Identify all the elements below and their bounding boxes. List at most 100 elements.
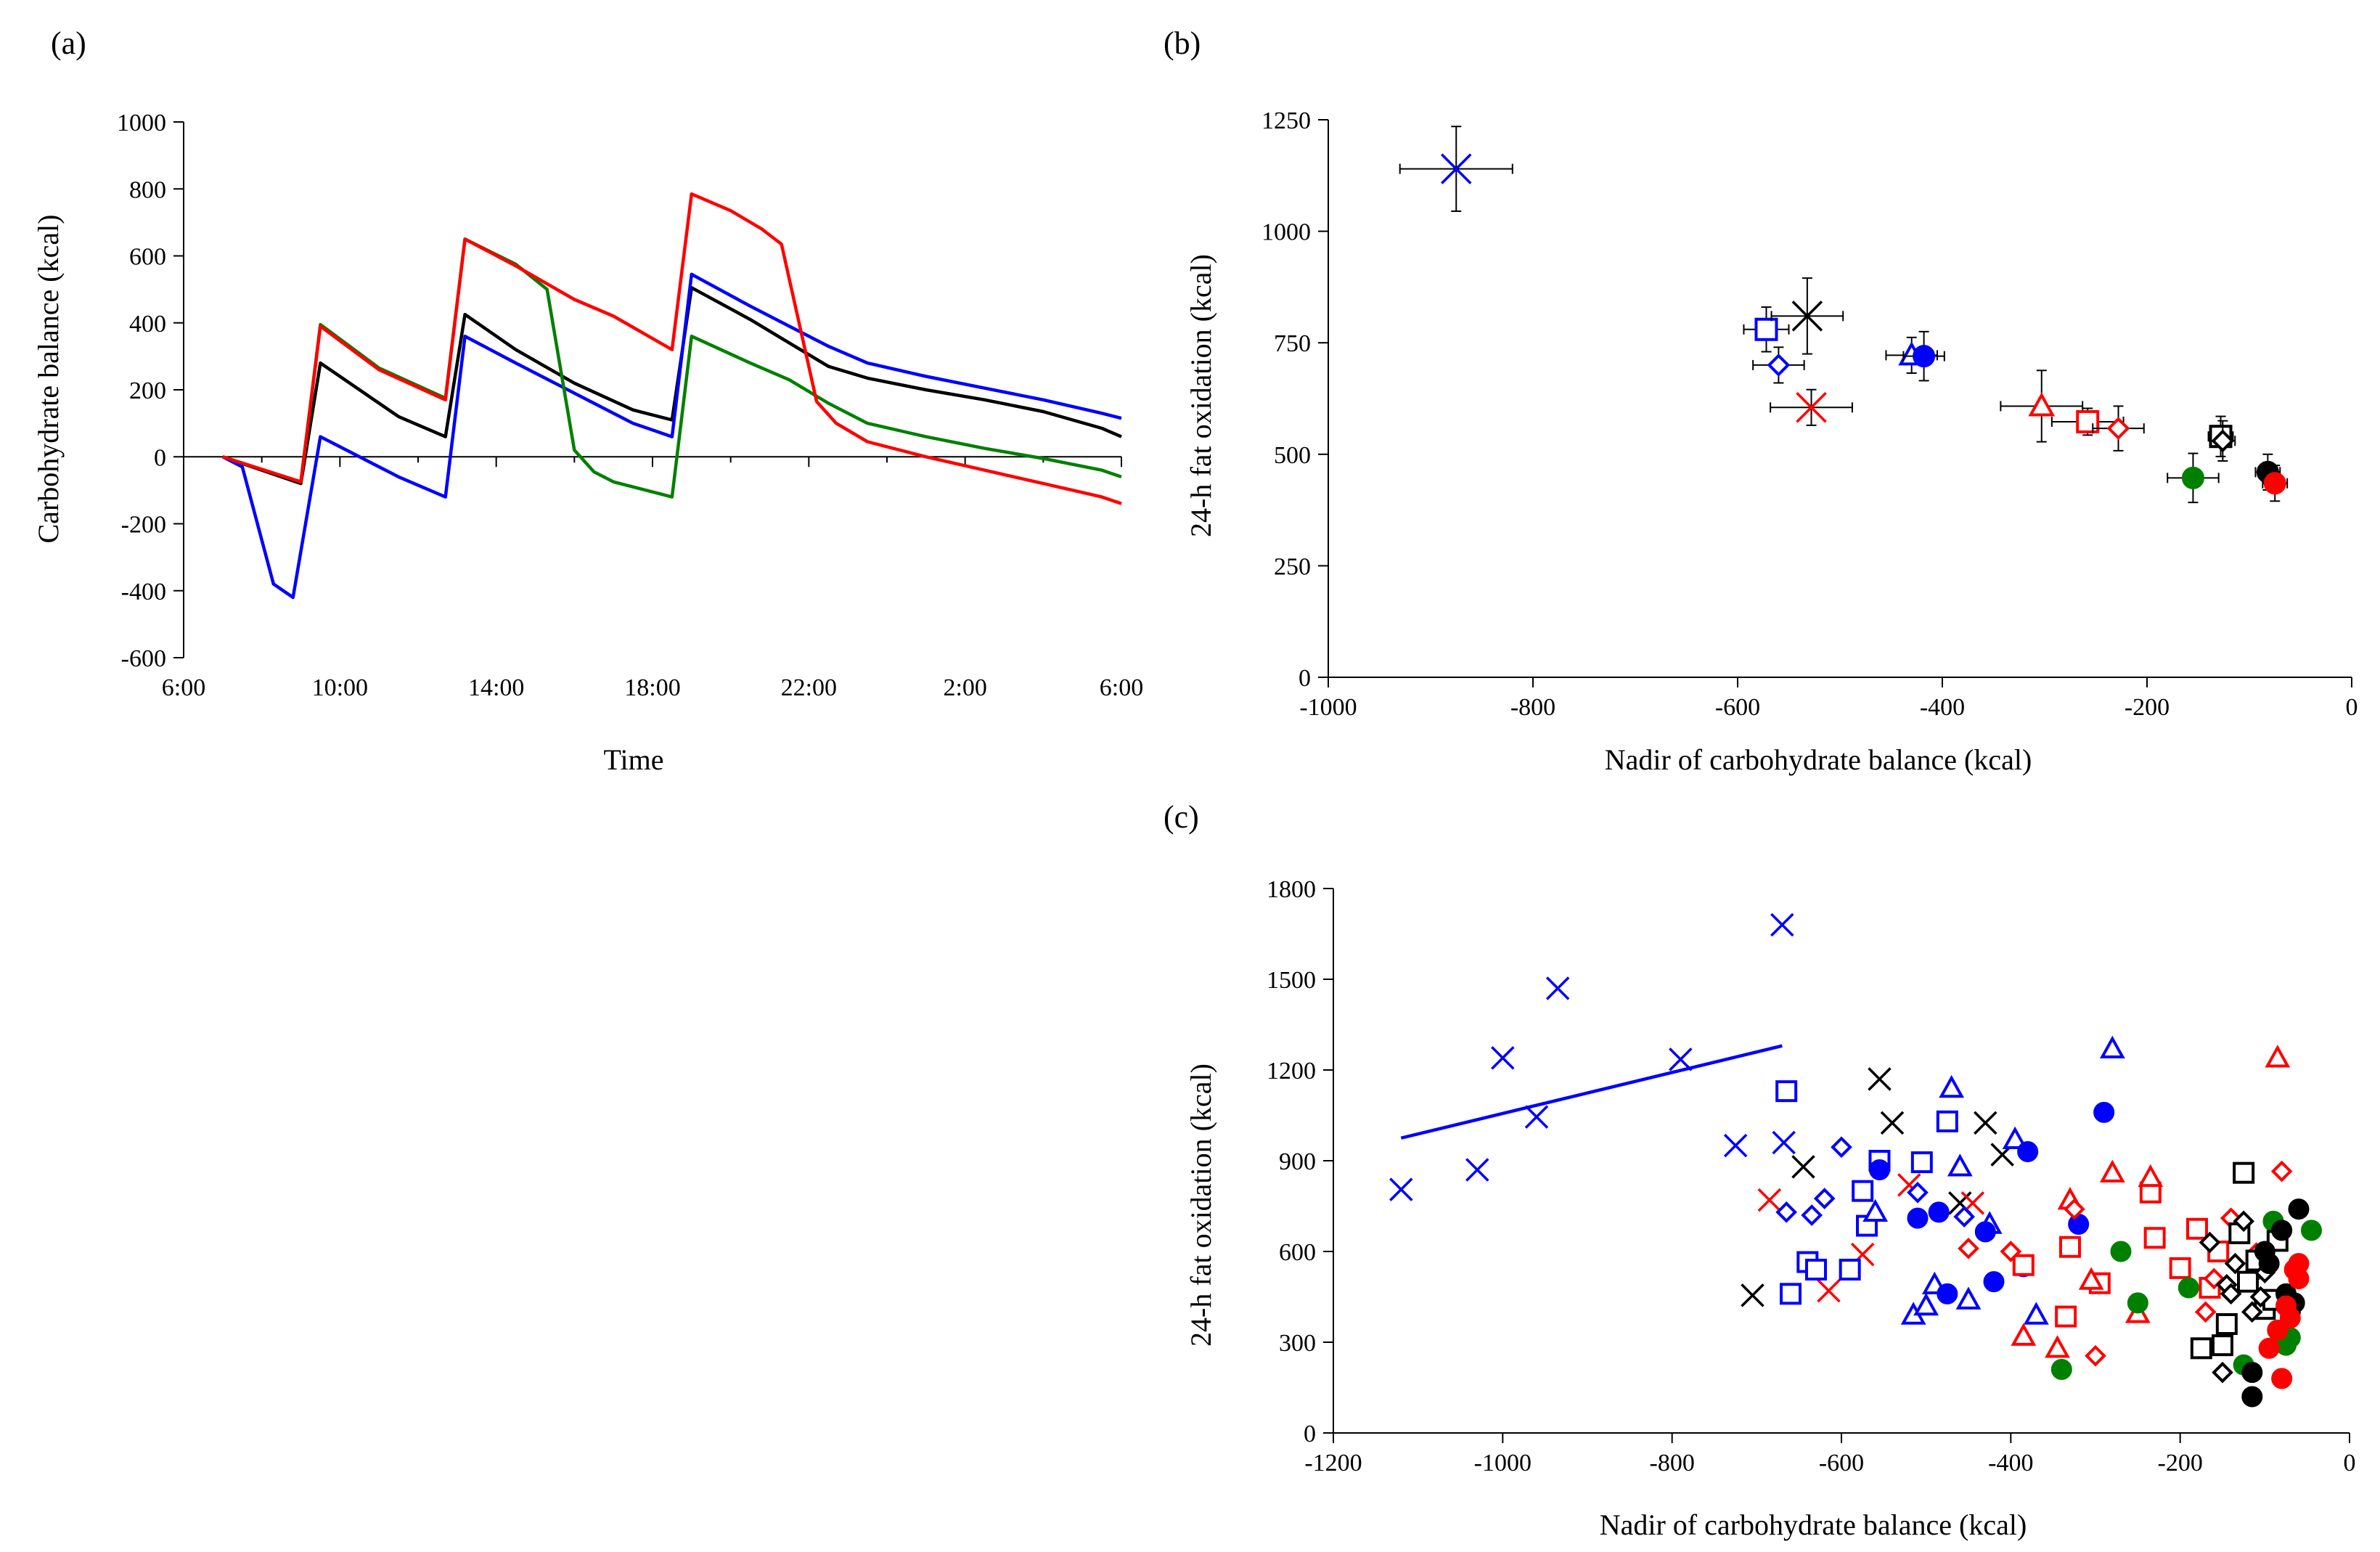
chart-c-marker-diamond	[2212, 1361, 2233, 1384]
chart-c-point-black-x	[1880, 1111, 1905, 1135]
chart-c-point-blue-triangle	[1947, 1153, 1973, 1177]
chart-c-marker-triangle	[2099, 1035, 2125, 1059]
chart-a-ytick-label: 1000	[117, 110, 166, 136]
chart-a-xtick-label: 6:00	[1100, 674, 1143, 701]
chart-c-point-blue-triangle	[1939, 1074, 1965, 1098]
chart-c-point-black-circle	[2288, 1198, 2310, 1220]
chart-c-point-red-circle	[2271, 1368, 2293, 1389]
chart-c-point-blue-x	[1491, 1046, 1515, 1070]
chart-c-marker-square	[2233, 1161, 2255, 1184]
chart-b-point-red-x	[1770, 388, 1853, 426]
chart-a-ytick-label: 200	[129, 377, 166, 404]
chart-c-marker-triangle	[2002, 1126, 2028, 1150]
chart-c-point-blue-circle	[1869, 1159, 1890, 1180]
chart-c-point-black-square	[2190, 1337, 2212, 1360]
chart-c-marker-triangle	[1947, 1153, 1973, 1177]
chart-c-point-red-diamond	[2085, 1344, 2106, 1367]
chart-c-point-black-x	[1741, 1283, 1764, 1307]
chart-c-point-blue-triangle	[2023, 1302, 2049, 1325]
panel-label-a: (a)	[51, 25, 86, 61]
chart-a-ylabel: Carbohydrate balance (kcal)	[32, 214, 65, 543]
chart-b-xlabel: Nadir of carbohydrate balance (kcal)	[1605, 743, 2032, 776]
panel-label-c: (c)	[1164, 799, 1199, 835]
chart-c-marker-x	[1545, 976, 1570, 1000]
chart-c-marker-circle	[2093, 1101, 2115, 1123]
chart-c-marker-square	[1852, 1180, 1874, 1202]
chart-b-point-red-circle	[2262, 465, 2289, 502]
chart-b-point-red-triangle	[2000, 369, 2084, 443]
chart-c-marker-diamond	[1813, 1188, 1836, 1209]
chart-c-marker-circle	[2301, 1220, 2322, 1241]
chart-a-xtick-label: 2:00	[943, 674, 986, 701]
chart-a-xtick-label: 22:00	[781, 674, 837, 701]
chart-c-point-red-square	[2055, 1305, 2077, 1328]
chart-c-marker-triangle	[1913, 1292, 1939, 1316]
chart-c-point-black-square	[2237, 1270, 2259, 1293]
chart-b-marker-diamond	[2106, 417, 2130, 440]
chart-a-ytick-label: 400	[129, 311, 166, 338]
chart-a-xtick-label: 6:00	[162, 674, 205, 701]
chart-b-xtick-label: -200	[2125, 694, 2170, 721]
chart-b-point-blue-diamond	[1752, 346, 1805, 384]
chart-c-marker-triangle	[2045, 1335, 2070, 1358]
chart-c-ytick-label: 300	[1279, 1330, 1316, 1357]
chart-b-point-black-x	[1770, 277, 1844, 355]
chart-c-marker-circle	[2050, 1359, 2072, 1380]
chart-b-ytick-label: 1250	[1261, 107, 1311, 134]
chart-c-point-black-x	[1791, 1155, 1815, 1179]
chart-a-line-green	[222, 237, 1122, 499]
chart-c-marker-circle	[1869, 1159, 1890, 1180]
chart-b-ytick-label: 250	[1274, 553, 1311, 580]
chart-c-marker-x	[1974, 1111, 1997, 1135]
chart-c-point-blue-x	[1524, 1105, 1549, 1129]
chart-b-xtick-label: -800	[1510, 694, 1555, 721]
chart-c-point-blue-diamond	[1775, 1201, 1797, 1223]
chart-c-point-blue-square	[1839, 1259, 1861, 1281]
chart-c-point-red-x	[1817, 1278, 1841, 1303]
chart-c-point-red-circle	[2258, 1337, 2280, 1359]
chart-b-point-red-square	[2050, 407, 2125, 436]
chart-c-marker-triangle	[2099, 1159, 2125, 1183]
chart-c-marker-circle	[2279, 1307, 2301, 1329]
chart-c-point-blue-triangle	[2099, 1035, 2125, 1059]
chart-c-xtick-label: -200	[2158, 1450, 2203, 1477]
chart-c-point-red-square	[2059, 1236, 2081, 1258]
chart-c-marker-circle	[2271, 1220, 2293, 1241]
chart-c-marker-triangle	[1862, 1198, 1889, 1222]
chart-c-point-black-circle	[2241, 1362, 2263, 1384]
chart-c-point-red-diamond	[2064, 1198, 2085, 1220]
chart-c-xtick-label: -1200	[1304, 1450, 1362, 1477]
chart-c-point-black-circle	[2241, 1386, 2263, 1408]
panel-label-b: (b)	[1164, 25, 1201, 61]
chart-c-marker-triangle	[1955, 1286, 1982, 1310]
chart-c-marker-x	[1465, 1158, 1489, 1182]
chart-c-xtick-label: -400	[1988, 1450, 2033, 1477]
chart-c-marker-square	[1910, 1151, 1933, 1174]
chart-b-ytick-label: 750	[1274, 330, 1311, 357]
chart-a-ytick-label: 600	[129, 244, 166, 271]
chart-c-point-red-diamond	[2194, 1301, 2217, 1323]
chart-a-ytick-label: 0	[154, 444, 166, 471]
chart-b-marker-triangle	[2028, 392, 2056, 417]
chart-c-marker-circle	[1974, 1221, 1996, 1243]
chart-c-marker-square	[2215, 1313, 2238, 1335]
chart-b-marker-diamond	[1767, 354, 1791, 377]
chart-b-point-red-diamond	[2092, 405, 2145, 452]
chart-c-point-blue-diamond	[1953, 1206, 1975, 1228]
chart-c-point-blue-triangle	[1862, 1198, 1889, 1222]
chart-a: -600 -400 -200 0 200 400 600 800 1000 6:00 10:00 14…	[32, 110, 1143, 776]
chart-c-ytick-label: 600	[1279, 1239, 1316, 1266]
chart-c-marker-square	[2186, 1217, 2208, 1240]
chart-c-marker-x	[1757, 1188, 1782, 1212]
chart-c-marker-x	[1791, 1155, 1815, 1179]
chart-c-point-blue-triangle	[1955, 1286, 1982, 1310]
chart-c-marker-diamond	[1831, 1136, 1852, 1159]
chart-c-point-black-diamond	[2241, 1301, 2263, 1323]
chart-c-point-red-x	[1757, 1188, 1782, 1212]
chart-c-marker-x	[1723, 1133, 1748, 1158]
chart-c-marker-diamond	[1958, 1238, 1979, 1259]
chart-b-point-blue-circle	[1902, 330, 1945, 382]
chart-c-point-black-x	[1868, 1067, 1892, 1091]
chart-a-ytick-label: -400	[121, 579, 166, 605]
